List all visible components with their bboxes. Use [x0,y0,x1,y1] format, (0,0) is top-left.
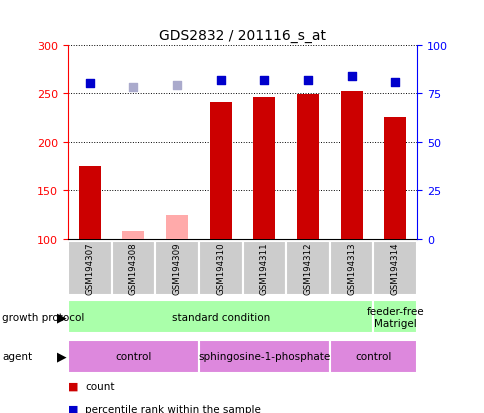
Text: GSM194310: GSM194310 [216,242,225,295]
Text: count: count [85,381,114,391]
Bar [340,92,362,240]
Bar [166,215,188,240]
Point [173,83,181,90]
Title: GDS2832 / 201116_s_at: GDS2832 / 201116_s_at [159,29,325,43]
Text: GSM194308: GSM194308 [129,242,137,295]
Bar [329,242,373,295]
Bar [209,103,231,240]
Point [260,77,268,84]
Text: agent: agent [2,351,32,361]
Text: ■: ■ [68,381,78,391]
Bar [68,340,198,373]
Bar [198,242,242,295]
Text: GSM194309: GSM194309 [172,242,181,294]
Bar [122,232,144,240]
Point [303,77,311,84]
Text: GSM194314: GSM194314 [390,242,399,295]
Bar [329,340,416,373]
Bar [68,242,111,295]
Bar [383,117,405,240]
Bar [253,98,275,240]
Bar [373,301,416,333]
Text: GSM194311: GSM194311 [259,242,268,295]
Bar [68,301,373,333]
Text: feeder-free
Matrigel: feeder-free Matrigel [366,306,423,328]
Text: ▶: ▶ [57,350,67,363]
Text: GSM194312: GSM194312 [303,242,312,295]
Text: growth protocol: growth protocol [2,312,85,322]
Bar [155,242,198,295]
Text: control: control [115,351,151,361]
Point [216,77,224,84]
Bar [286,242,329,295]
Point [129,85,137,91]
Text: control: control [354,351,391,361]
Bar [78,167,101,240]
Bar [111,242,155,295]
Text: sphingosine-1-phosphate: sphingosine-1-phosphate [198,351,330,361]
Text: GSM194313: GSM194313 [347,242,355,295]
Text: percentile rank within the sample: percentile rank within the sample [85,404,260,413]
Bar [242,242,286,295]
Bar [373,242,416,295]
Point [391,79,398,85]
Text: GSM194307: GSM194307 [85,242,94,295]
Text: standard condition: standard condition [171,312,269,322]
Point [347,73,355,80]
Bar [296,95,318,240]
Point [86,81,93,88]
Bar [198,340,329,373]
Text: ▶: ▶ [57,311,67,323]
Text: ■: ■ [68,404,78,413]
